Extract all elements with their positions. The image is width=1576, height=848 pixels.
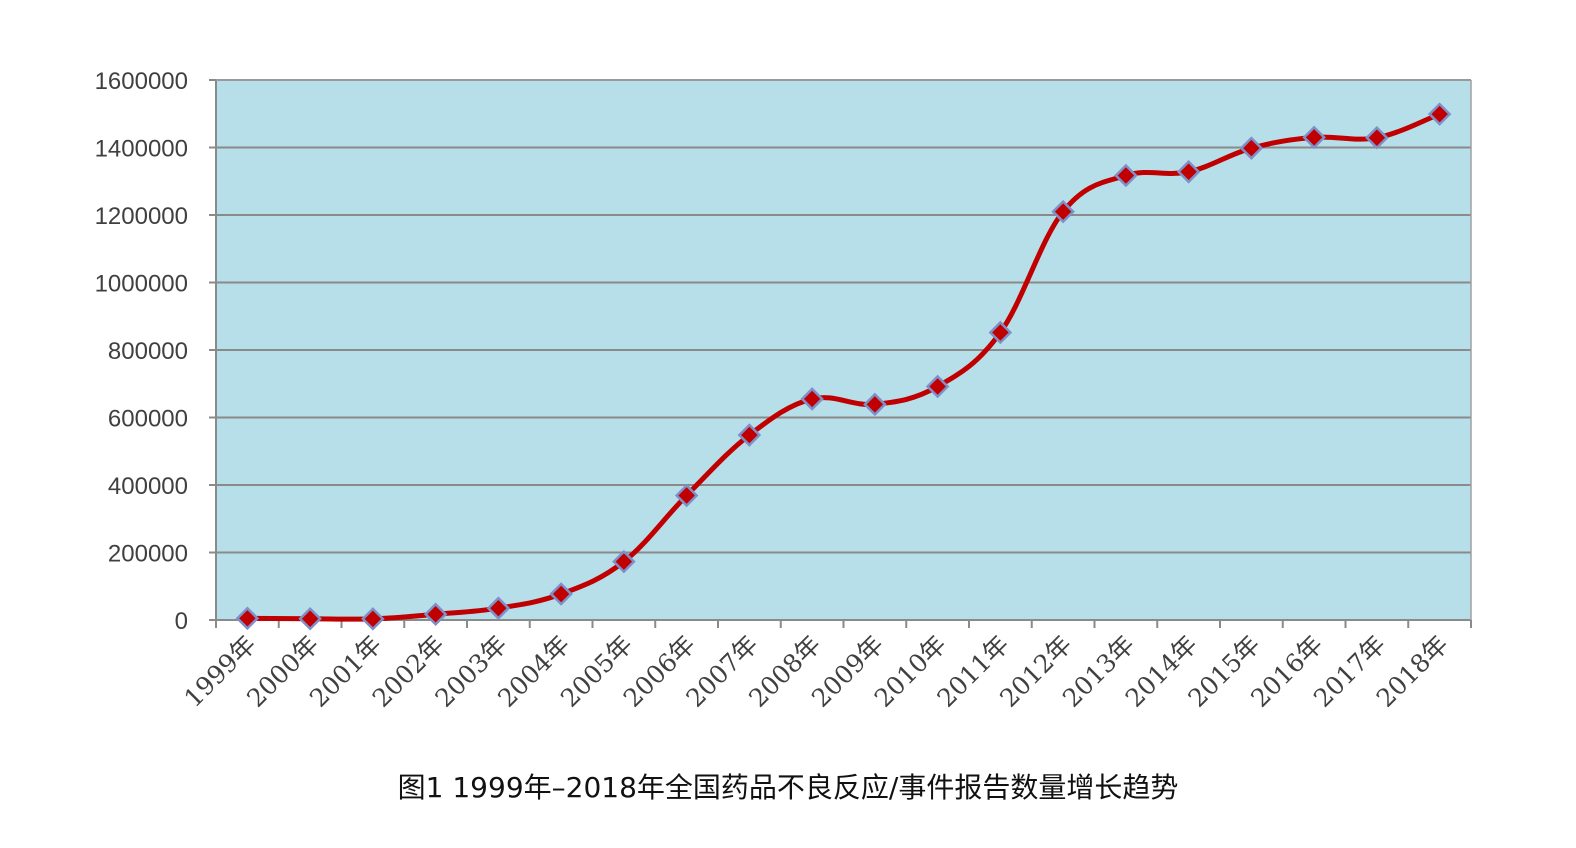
y-tick-label: 200000 xyxy=(108,541,188,568)
y-tick-label: 400000 xyxy=(108,473,188,500)
data-point xyxy=(800,387,824,411)
data-point xyxy=(361,607,385,631)
data-point xyxy=(737,423,762,447)
data-point xyxy=(925,374,950,399)
data-point xyxy=(235,606,260,631)
y-tick-label: 600000 xyxy=(108,406,188,433)
x-tick-label: 2018年 xyxy=(1371,630,1454,713)
data-point xyxy=(298,606,322,631)
y-axis-tick-labels: 0 200000 400000 600000 800000 1000000 1200000 1… xyxy=(95,68,188,635)
data-point xyxy=(1114,163,1138,188)
data-point xyxy=(1427,102,1452,126)
y-tick-label: 0 xyxy=(175,608,188,635)
data-point xyxy=(549,582,573,606)
data-point xyxy=(674,483,699,508)
data-point xyxy=(863,392,887,417)
data-point xyxy=(1239,136,1264,160)
data-point xyxy=(486,596,511,620)
x-axis-tick-labels: 1999年2000年2001年2002年2003年2004年2005年2006年… xyxy=(178,630,1453,713)
series-line xyxy=(247,111,1441,622)
figure-caption: 图1 1999年–2018年全国药品不良反应/事件报告数量增长趋势 xyxy=(397,771,1179,804)
series-markers xyxy=(235,102,1452,631)
data-point xyxy=(1176,160,1201,184)
y-tick-label: 1400000 xyxy=(95,136,188,163)
data-point xyxy=(988,320,1013,345)
line-chart: 0 200000 400000 600000 800000 1000000 1200000 1… xyxy=(95,68,1472,713)
y-tick-label: 800000 xyxy=(108,338,188,365)
y-tick-label: 1600000 xyxy=(95,68,188,95)
data-point xyxy=(1302,125,1326,150)
data-point xyxy=(1051,199,1075,224)
y-tick-label: 1000000 xyxy=(95,271,188,298)
data-point xyxy=(1365,125,1389,150)
data-point xyxy=(423,602,448,627)
y-tick-label: 1200000 xyxy=(95,203,188,230)
data-point xyxy=(612,549,636,574)
axes xyxy=(215,79,1472,628)
